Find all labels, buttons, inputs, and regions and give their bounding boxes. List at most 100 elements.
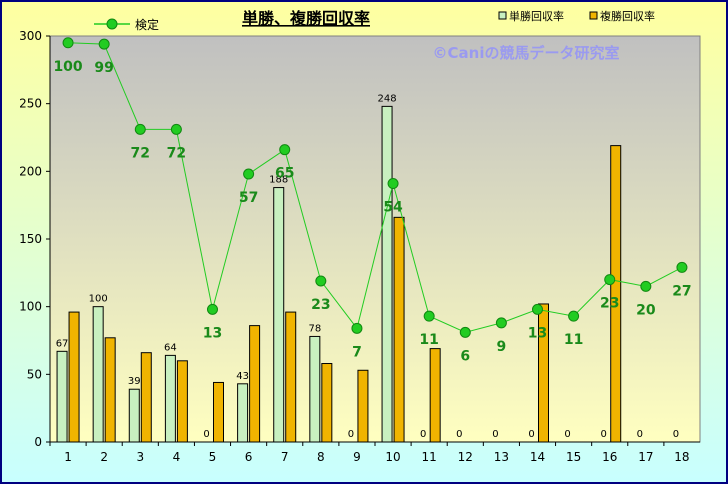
line-point [279,144,291,156]
bar-tansho [381,105,393,443]
line-data-label: 6 [460,348,470,364]
line-data-label: 99 [94,60,113,76]
bar-data-label: 64 [164,342,177,353]
line-layer [62,37,688,338]
line-point [387,178,399,190]
x-tick-label: 18 [674,450,689,464]
bar-fukusho [285,311,297,443]
legend-label-tansho: 単勝回収率 [509,9,564,23]
bar-data-label: 0 [673,429,679,440]
bar-fukusho [393,216,405,443]
x-tick-label: 9 [353,450,361,464]
line-point [604,274,616,286]
line-data-label: 57 [239,190,258,206]
bar-data-label: 67 [56,338,69,349]
line-point [351,322,363,334]
bar-fukusho [357,369,369,443]
line-point [243,168,255,180]
legend: 検定 単勝回収率 複勝回収率 [94,9,655,32]
line-data-label: 23 [600,296,619,312]
y-tick-label: 100 [19,300,42,314]
y-tick-label: 150 [19,232,42,246]
x-tick-label: 10 [385,450,400,464]
bar-data-label: 188 [269,175,288,186]
bar-fukusho [249,325,261,443]
y-tick-label: 200 [19,164,42,178]
bar-tansho [273,187,285,443]
bar-tansho [309,335,321,443]
line-point [423,310,435,322]
line-data-label: 72 [131,145,150,161]
x-tick-label: 1 [64,450,72,464]
bar-data-label: 0 [528,429,534,440]
bar-data-label: 78 [308,323,321,334]
y-tick-label: 250 [19,97,42,111]
line-data-label: 72 [167,145,186,161]
x-tick-label: 15 [566,450,581,464]
legend-swatch-tansho [498,11,507,20]
bar-data-label: 0 [492,429,498,440]
line-data-label: 11 [419,332,438,348]
bar-data-label: 0 [564,429,570,440]
bar-fukusho [104,337,116,443]
bar-data-label: 0 [203,429,209,440]
line-data-label: 54 [383,200,403,216]
line-data-label: 9 [497,339,507,355]
bar-data-label: 0 [637,429,643,440]
line-point [134,123,146,135]
x-tick-label: 8 [317,450,325,464]
bars [56,105,622,443]
line-data-label: 7 [352,344,362,360]
line-data-label: 20 [636,302,656,318]
line-point [676,261,688,273]
line-data-label: 27 [672,283,691,299]
bar-data-label: 39 [128,376,141,387]
legend-label-fukusho: 複勝回収率 [600,9,655,23]
bar-data-label: 0 [420,429,426,440]
bar-fukusho [213,381,224,443]
y-tick-label: 50 [27,367,42,381]
x-tick-label: 17 [638,450,653,464]
legend-swatch-fukusho [589,11,598,20]
legend-line-marker [106,18,118,30]
bar-data-label: 0 [601,429,607,440]
bar-fukusho [429,348,441,443]
bar-fukusho [176,360,188,443]
bar-fukusho [321,363,333,443]
bar-tansho [92,306,104,443]
line-point [315,275,327,287]
x-tick-label: 3 [136,450,144,464]
line-data-label: 11 [564,332,583,348]
line-point [207,303,218,315]
bar-fukusho [68,311,80,443]
bar-tansho [56,350,68,443]
legend-label-kentei: 検定 [135,17,159,32]
chart-title: 単勝、複勝回収率 [242,9,370,28]
x-tick-label: 4 [173,450,181,464]
bar-data-label: 0 [456,429,462,440]
bar-fukusho [538,303,549,443]
line-data-label: 13 [528,325,547,341]
line-point [459,326,471,338]
line-data-label: 65 [275,166,294,182]
x-tick-label: 12 [458,450,473,464]
x-tick-label: 2 [100,450,108,464]
x-tick-label: 16 [602,450,617,464]
x-tick-label: 6 [245,450,253,464]
line-point [532,303,543,315]
bar-tansho [164,354,176,443]
line-kentei [68,42,683,333]
line-point [170,123,182,135]
x-tick-label: 5 [209,450,217,464]
x-tick-label: 14 [530,450,545,464]
x-tick-label: 13 [494,450,509,464]
bar-data-label: 0 [348,429,354,440]
bar-fukusho [610,145,622,443]
line-point [62,37,74,49]
bar-tansho [128,388,140,443]
plot-area [49,35,701,443]
x-tick-label: 11 [422,450,437,464]
